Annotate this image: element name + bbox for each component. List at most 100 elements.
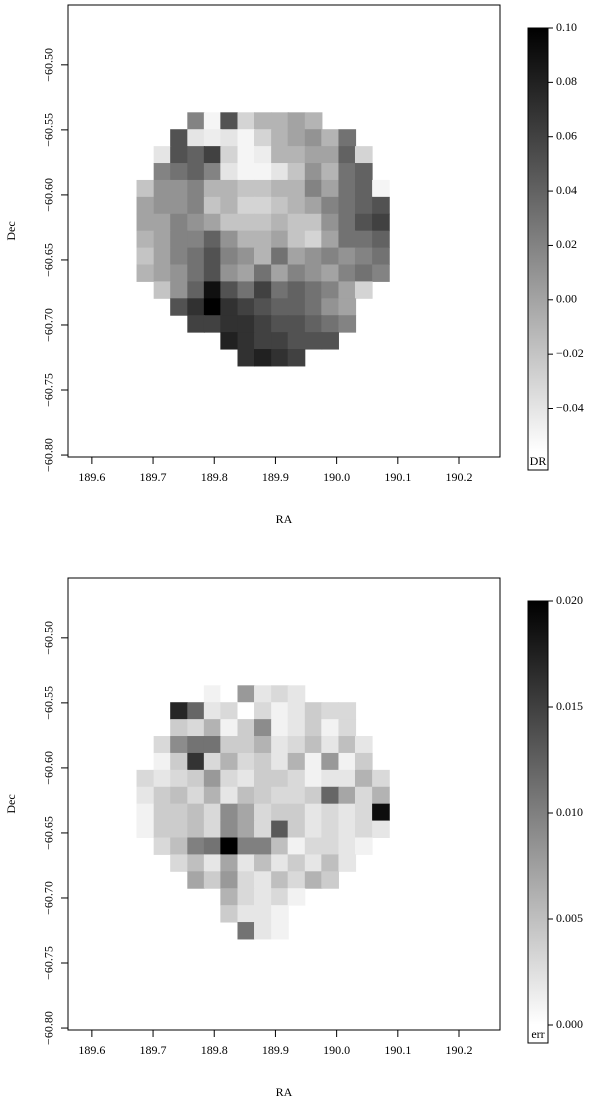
cell (136, 196, 155, 215)
cell (220, 230, 238, 249)
cell (220, 702, 238, 720)
cell (170, 786, 188, 805)
cell (354, 179, 373, 198)
cell (304, 281, 323, 299)
cell (338, 837, 357, 855)
x-axis-label: RA (276, 1085, 293, 1099)
cell (237, 163, 256, 181)
y-axis-label: Dec (4, 221, 18, 240)
cell (136, 213, 155, 232)
cell (254, 905, 272, 923)
cell (237, 922, 256, 940)
cell (354, 163, 373, 181)
cell (203, 298, 222, 316)
cell (271, 315, 289, 333)
panel: 189.6 189.7 189.8 189.9 190.0 190.1 190.2 −60.5… (4, 4, 584, 526)
cell (237, 719, 256, 737)
cell (254, 922, 272, 940)
x-tick-label: 189.9 (262, 1043, 289, 1057)
cell (153, 179, 172, 198)
cell (338, 213, 357, 232)
cell (338, 719, 357, 737)
cell (338, 702, 357, 720)
cell (287, 349, 306, 367)
cell (271, 146, 289, 164)
cell (321, 179, 339, 198)
cell (338, 820, 357, 838)
cell (287, 786, 306, 805)
cell (254, 112, 272, 130)
cell (271, 702, 289, 720)
x-tick-label: 189.6 (78, 1043, 105, 1057)
cell (170, 298, 188, 316)
cell (187, 820, 205, 838)
x-tick-label: 190.0 (323, 470, 350, 484)
cell (237, 247, 256, 265)
cell (321, 146, 339, 164)
cell (338, 803, 357, 822)
cell (338, 247, 357, 265)
cell (287, 281, 306, 299)
cell (170, 264, 188, 282)
cell (136, 247, 155, 265)
cell (170, 854, 188, 872)
cell (321, 702, 339, 720)
cell (254, 349, 272, 367)
cell (254, 871, 272, 889)
cell (254, 752, 272, 771)
cell (153, 163, 172, 181)
cell (372, 230, 390, 249)
cell (187, 769, 205, 788)
cell (271, 332, 289, 350)
cell (254, 888, 272, 906)
cell (136, 803, 155, 822)
cell (136, 264, 155, 282)
cell (271, 736, 289, 754)
cell (254, 179, 272, 198)
cell (254, 820, 272, 838)
cell (170, 230, 188, 249)
cell (254, 230, 272, 249)
cell (237, 230, 256, 249)
cell (304, 871, 323, 889)
cell (153, 786, 172, 805)
cell (220, 179, 238, 198)
cell (237, 264, 256, 282)
cell (321, 129, 339, 147)
cell (304, 315, 323, 333)
cell (254, 332, 272, 350)
y-tick-label: −60.75 (42, 373, 56, 407)
cell (203, 702, 222, 720)
cell (271, 803, 289, 822)
cell (237, 736, 256, 754)
cell (287, 752, 306, 771)
cell (187, 871, 205, 889)
cell (271, 264, 289, 282)
cell (354, 736, 373, 754)
cell (187, 112, 205, 130)
cell (338, 264, 357, 282)
cell (287, 146, 306, 164)
cell (187, 281, 205, 299)
cell (321, 786, 339, 805)
cell (237, 803, 256, 822)
cell (271, 871, 289, 889)
cell (187, 129, 205, 147)
y-tick-label: −60.60 (42, 178, 56, 212)
cell (338, 315, 357, 333)
cell (354, 769, 373, 788)
x-tick-label: 189.8 (201, 470, 228, 484)
cell (254, 736, 272, 754)
cell (237, 905, 256, 923)
cell (338, 163, 357, 181)
cell (237, 888, 256, 906)
cell (153, 736, 172, 754)
cell (237, 332, 256, 350)
cell (203, 146, 222, 164)
cell (203, 736, 222, 754)
cell (338, 146, 357, 164)
cell (153, 803, 172, 822)
cell (271, 837, 289, 855)
cell (354, 264, 373, 282)
cell (170, 719, 188, 737)
